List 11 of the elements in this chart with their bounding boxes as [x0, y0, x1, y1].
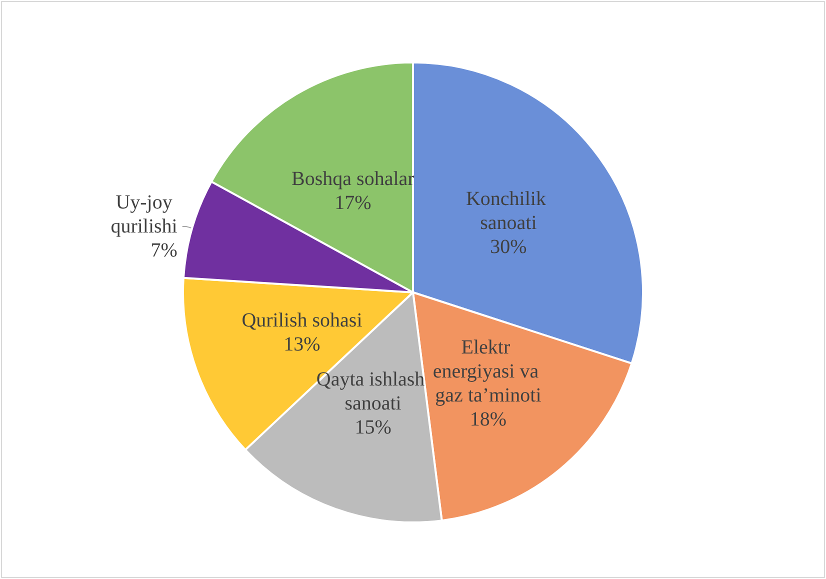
data-label: 15% — [354, 416, 392, 438]
data-label: 13% — [284, 333, 320, 356]
slice-label: Uy-joy qurilishi — [110, 192, 178, 238]
slice-label: Konchilik sanoati — [466, 188, 551, 234]
slice-label: Qayta ishlash sanoati — [316, 368, 430, 414]
slice-label: Qurilish sohasi — [242, 309, 363, 332]
data-label: 7% — [150, 240, 178, 262]
data-label: 18% — [470, 408, 507, 430]
data-label: 30% — [490, 236, 527, 258]
slice-label: Elektr energiyasi va gaz ta’minoti — [432, 336, 544, 406]
data-label: 17% — [334, 192, 372, 214]
